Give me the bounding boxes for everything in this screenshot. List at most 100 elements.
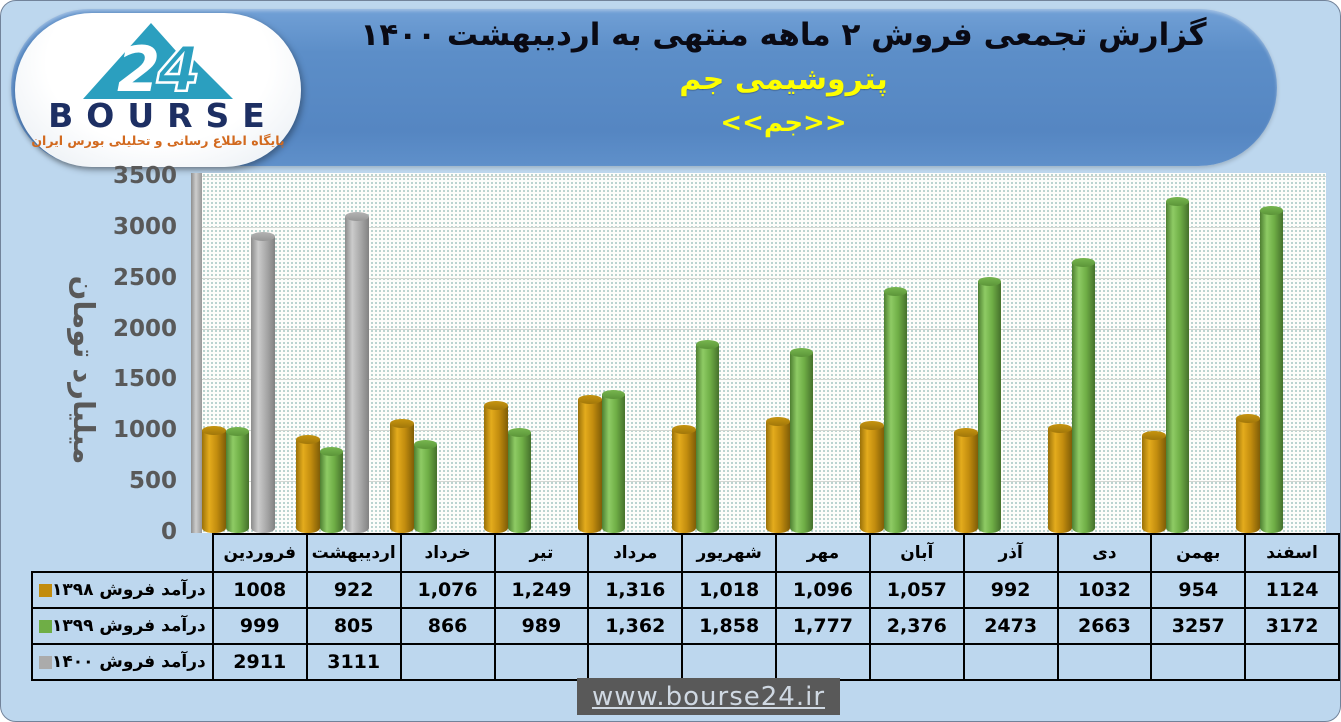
bar-series2-فروردین — [225, 426, 249, 533]
value-cell-s1-اردیبهشت: 922 — [305, 571, 402, 609]
series-row-2: درآمد فروش ۱۳۹۹ 999 805 866 989 1,362 1,858 1,7… — [31, 607, 1340, 645]
logo-triangle-icon: 2 4 — [15, 13, 301, 105]
y-axis-ticks: 0 500 1000 1500 2000 2500 3000 3500 — [93, 163, 177, 545]
month-cell-اردیبهشت: اردیبهشت — [305, 533, 402, 573]
value-cell-s3-مرداد — [587, 643, 684, 681]
bar-series2-شهریور — [695, 339, 719, 533]
month-cell-خرداد: خرداد — [399, 533, 496, 573]
bar-series2-مهر — [789, 347, 813, 533]
value-cell-s2-آذر: 2473 — [962, 607, 1059, 645]
value-cell-s3-مهر — [775, 643, 871, 681]
value-cell-s3-بهمن — [1150, 643, 1247, 681]
bar-series2-تیر — [507, 427, 531, 533]
value-cell-s2-شهریور: 1,858 — [681, 607, 778, 645]
value-cell-s1-خرداد: 1,076 — [399, 571, 496, 609]
bar-series1-خرداد — [390, 419, 414, 533]
legend-cell: درآمد فروش ۱۴۰۰ — [31, 643, 214, 681]
y-tick-label-3000: 3000 — [112, 213, 177, 240]
value-cell-s2-فروردین: 999 — [211, 607, 308, 645]
value-cell-s1-فروردین: 1008 — [211, 571, 308, 609]
bar-series1-دی — [1048, 423, 1072, 533]
legend-swatch-icon — [39, 583, 52, 597]
logo-brand-text: BOURSE — [25, 99, 301, 132]
y-tick-label-3500: 3500 — [112, 163, 177, 189]
bar-series1-آذر — [954, 427, 978, 533]
value-cell-s3-اسفند — [1244, 643, 1340, 681]
value-cell-s3-تیر — [493, 643, 590, 681]
title-block: گزارش تجمعی فروش ۲ ماهه منتهی به اردیبهش… — [296, 13, 1271, 143]
months-header-row: فروردین اردیبهشت خرداد تیر مرداد شهریور مهر آبا… — [32, 533, 1340, 573]
symbol-line: <<جم>> — [720, 108, 847, 138]
value-cell-s2-اسفند: 3172 — [1244, 607, 1340, 645]
data-table: فروردین اردیبهشت خرداد تیر مرداد شهریور مهر آبا… — [31, 533, 1340, 681]
value-cell-s2-آبان: 2,376 — [868, 607, 965, 645]
y-tick-label-1500: 1500 — [112, 366, 177, 393]
table-corner-blank — [32, 534, 213, 572]
gridline-2500 — [202, 277, 1326, 279]
value-cell-s3-خرداد — [399, 643, 496, 681]
bar-series1-مهر — [766, 417, 790, 533]
bar-series1-اسفند — [1236, 414, 1260, 533]
svg-text:4: 4 — [156, 33, 200, 105]
bar-series3-فروردین — [250, 232, 275, 533]
page-title: گزارش تجمعی فروش ۲ ماهه منتهی به اردیبهش… — [360, 17, 1207, 53]
month-cell-آبان: آبان — [868, 533, 965, 573]
footer-bar: www.bourse24.ir — [577, 678, 840, 715]
value-cell-s3-اردیبهشت: 3111 — [305, 643, 402, 681]
value-cell-s1-تیر: 1,249 — [493, 571, 590, 609]
value-cell-s3-فروردین: 2911 — [211, 643, 308, 681]
y-tick-label-1000: 1000 — [112, 417, 177, 444]
month-cell-آذر: آذر — [962, 533, 1059, 573]
bars-layer — [187, 173, 1315, 533]
series-row-3: درآمد فروش ۱۴۰۰ 2911 3111 — [31, 643, 1340, 681]
footer-url-link[interactable]: www.bourse24.ir — [591, 681, 826, 712]
value-cell-s1-آذر: 992 — [962, 571, 1059, 609]
plot-3d-wall — [191, 173, 202, 533]
bar-series2-بهمن — [1165, 197, 1189, 533]
gridline-500 — [202, 481, 1326, 483]
value-cell-s3-شهریور — [681, 643, 778, 681]
legend-swatch-icon — [39, 655, 52, 669]
logo-brand: BOURSE — [48, 96, 278, 135]
value-cell-s1-اسفند: 1124 — [1244, 571, 1340, 609]
bar-series2-اسفند — [1259, 205, 1283, 533]
bar-series2-خرداد — [413, 440, 437, 533]
series-row-1: درآمد فروش ۱۳۹۸ 1008 922 1,076 1,249 1,316 1,0… — [31, 571, 1340, 609]
svg-text:2: 2 — [117, 33, 160, 105]
value-cell-s2-تیر: 989 — [493, 607, 590, 645]
bar-series2-آذر — [977, 276, 1001, 533]
value-cell-s1-آبان: 1,057 — [868, 571, 965, 609]
month-cell-دی: دی — [1056, 533, 1153, 573]
value-cell-s1-بهمن: 954 — [1150, 571, 1247, 609]
bar-series2-اردیبهشت — [319, 446, 343, 533]
month-cell-فروردین: فروردین — [211, 533, 308, 573]
bar-series1-آبان — [860, 421, 884, 533]
company-name: پتروشیمی جم — [679, 62, 888, 97]
y-tick-label-2500: 2500 — [112, 264, 177, 291]
value-cell-s2-اردیبهشت: 805 — [305, 607, 402, 645]
bar-series1-اردیبهشت — [296, 434, 320, 533]
y-tick-label-2000: 2000 — [112, 315, 177, 342]
y-tick-label-500: 500 — [128, 468, 177, 495]
value-cell-s2-بهمن: 3257 — [1150, 607, 1247, 645]
value-cell-s1-دی: 1032 — [1056, 571, 1153, 609]
legend-cell: درآمد فروش ۱۳۹۹ — [31, 607, 214, 645]
value-cell-s2-مهر: 1,777 — [775, 607, 871, 645]
bar-series2-آبان — [883, 286, 907, 533]
y-tick-label-0: 0 — [160, 519, 177, 545]
value-cell-s2-دی: 2663 — [1056, 607, 1153, 645]
gridline-3000 — [202, 226, 1326, 228]
legend-cell: درآمد فروش ۱۳۹۸ — [31, 571, 214, 609]
legend-label: درآمد فروش ۱۴۰۰ — [52, 652, 206, 672]
month-cell-اسفند: اسفند — [1244, 533, 1340, 573]
gridline-1000 — [202, 430, 1326, 432]
bar-series1-شهریور — [672, 424, 696, 533]
bar-series1-تیر — [484, 401, 508, 533]
legend-label: درآمد فروش ۱۳۹۹ — [52, 616, 206, 636]
bar-series2-مرداد — [601, 389, 625, 533]
bar-series3-اردیبهشت — [344, 212, 369, 533]
value-cell-s1-مرداد: 1,316 — [587, 571, 684, 609]
plot-area — [202, 173, 1326, 533]
value-cell-s1-مهر: 1,096 — [775, 571, 871, 609]
